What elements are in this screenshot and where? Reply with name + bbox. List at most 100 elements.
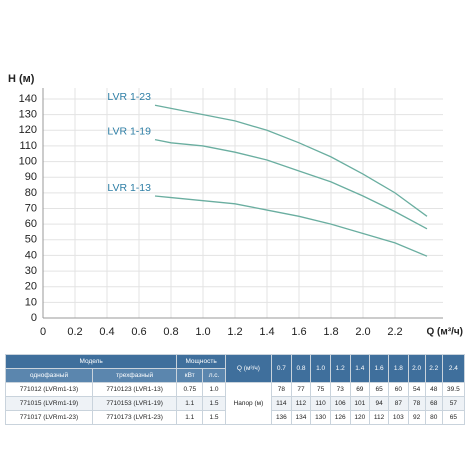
table-cell: 77	[290, 382, 312, 397]
y-axis-label: H (м)	[8, 73, 35, 85]
y-tick-label: 60	[25, 218, 37, 230]
y-tick-label: 30	[25, 265, 37, 277]
table-cell: 92	[407, 410, 426, 425]
table-cell: 1.4	[349, 354, 371, 383]
table-cell: 1.2	[329, 354, 351, 383]
table-cell: 65	[441, 410, 466, 425]
table-cell: 87	[388, 396, 409, 411]
table-cell: 112	[369, 410, 390, 425]
x-tick-label: 1.0	[195, 326, 210, 338]
table-cell: 101	[349, 396, 371, 411]
x-tick-label: 0.4	[99, 326, 114, 338]
table-cell: 106	[329, 396, 351, 411]
table-cell: 78	[271, 382, 292, 397]
table-cell: 75	[310, 382, 331, 397]
y-tick-label: 140	[19, 93, 37, 105]
table-cell: 7710123 (LVR1-13)	[91, 382, 178, 397]
table-cell: 771017 (LVRm1-23)	[5, 410, 93, 425]
y-tick-label: 10	[25, 296, 37, 308]
table-cell: 1.5	[202, 410, 226, 425]
x-tick-label: 0.8	[163, 326, 178, 338]
table-cell: 80	[424, 410, 443, 425]
table-cell: 94	[369, 396, 390, 411]
data-table: Модель Мощность Q (м³/ч) 0.7 0.8 1.0 1.2 1.4 1.6…	[4, 354, 466, 425]
curve	[154, 195, 428, 257]
table-cell: л.с.	[202, 368, 226, 383]
x-axis-label: Q (м³/ч)	[426, 327, 463, 338]
table-cell: 60	[388, 382, 409, 397]
table-cell: 7710153 (LVR1-19)	[91, 396, 178, 411]
table-row: 771015 (LVRm1-19) 7710153 (LVR1-19) 1.1 1.5…	[5, 396, 466, 411]
table-row: однофазный трехфазный кВт л.с.	[5, 368, 465, 383]
table-row: 771012 (LVRm1-13) 7710123 (LVR1-13) 0.75 1.…	[5, 382, 466, 425]
x-tick-label: 0.6	[131, 326, 146, 338]
curve-label: LVR 1-19	[107, 125, 151, 137]
table-cell: 771015 (LVRm1-19)	[5, 396, 93, 411]
y-tick-label: 70	[25, 202, 37, 214]
table-cell: 136	[271, 410, 292, 425]
y-tick-label: 120	[19, 124, 37, 136]
y-tick-label: 110	[19, 140, 37, 152]
table-cell: 130	[310, 410, 331, 425]
table-cell: 7710173 (LVR1-23)	[91, 410, 178, 425]
y-tick-label: 80	[25, 187, 37, 199]
table-cell: 114	[271, 396, 292, 411]
table-cell: 1.1	[176, 396, 204, 411]
table-cell: 134	[290, 410, 312, 425]
table-cell: Модель	[4, 354, 178, 369]
table-cell: Мощность	[176, 354, 226, 369]
x-tick-label: 2.2	[387, 326, 402, 338]
x-tick-label: 1.4	[259, 326, 274, 338]
table-cell: 1.1	[176, 410, 204, 425]
table-cell: 2.0	[407, 354, 426, 383]
x-tick-label: 0	[40, 326, 46, 338]
table-cell: 39.5	[441, 382, 466, 397]
x-tick-label: 1.8	[323, 326, 338, 338]
table-cell: 103	[388, 410, 409, 425]
table-cell: 1.6	[369, 354, 390, 383]
curve-label: LVR 1-13	[107, 182, 151, 194]
x-tick-label: 0.2	[67, 326, 82, 338]
y-tick-label: 50	[25, 234, 37, 246]
y-tick-label: 100	[19, 155, 37, 167]
table-cell: 120	[349, 410, 371, 425]
table-cell: 2.2	[424, 354, 443, 383]
y-tick-label: 90	[25, 171, 37, 183]
table-cell: 65	[369, 382, 390, 397]
y-tick-label: 40	[25, 249, 37, 261]
table-cell: 57	[441, 396, 466, 411]
y-tick-label: 20	[25, 281, 37, 293]
y-tick-label: 0	[31, 312, 37, 324]
table-cell: 0.7	[271, 354, 292, 383]
table-cell: 771012 (LVRm1-13)	[5, 382, 93, 397]
table-cell: Q (м³/ч)	[224, 354, 273, 383]
table-cell: 48	[424, 382, 443, 397]
table-cell: однофазный	[5, 368, 93, 383]
table-cell: 68	[424, 396, 443, 411]
curve-label: LVR 1-23	[107, 91, 151, 103]
table-cell: 112	[290, 396, 312, 411]
y-tick-label: 130	[19, 109, 37, 121]
chart: H (м) Q (м³/ч) 0 10 20 30 40 50 60 70 80 90 100 110…	[8, 73, 463, 338]
table-cell: 1.0	[202, 382, 226, 397]
table-cell: 110	[310, 396, 331, 411]
table-cell: 1.5	[202, 396, 226, 411]
table-cell: 0.8	[290, 354, 312, 383]
table-cell: 73	[329, 382, 351, 397]
table-row: 771017 (LVRm1-23) 7710173 (LVR1-23) 1.1 1.5…	[5, 410, 466, 425]
table-cell: 54	[407, 382, 426, 397]
curve	[154, 104, 428, 217]
table-cell: 1.0	[310, 354, 331, 383]
x-tick-label: 1.2	[227, 326, 242, 338]
table-cell: 69	[349, 382, 371, 397]
table-cell: 126	[329, 410, 351, 425]
curve	[154, 139, 428, 230]
table-row: Модель Мощность Q (м³/ч) 0.7 0.8 1.0 1.2 1.4 1.6…	[4, 354, 466, 383]
table-cell: 1.8	[388, 354, 409, 383]
table-cell: 0.75	[176, 382, 204, 397]
x-tick-label: 2.0	[355, 326, 370, 338]
table-cell: кВт	[176, 368, 204, 383]
table-cell: 78	[407, 396, 426, 411]
table-cell: трехфазный	[91, 368, 178, 383]
